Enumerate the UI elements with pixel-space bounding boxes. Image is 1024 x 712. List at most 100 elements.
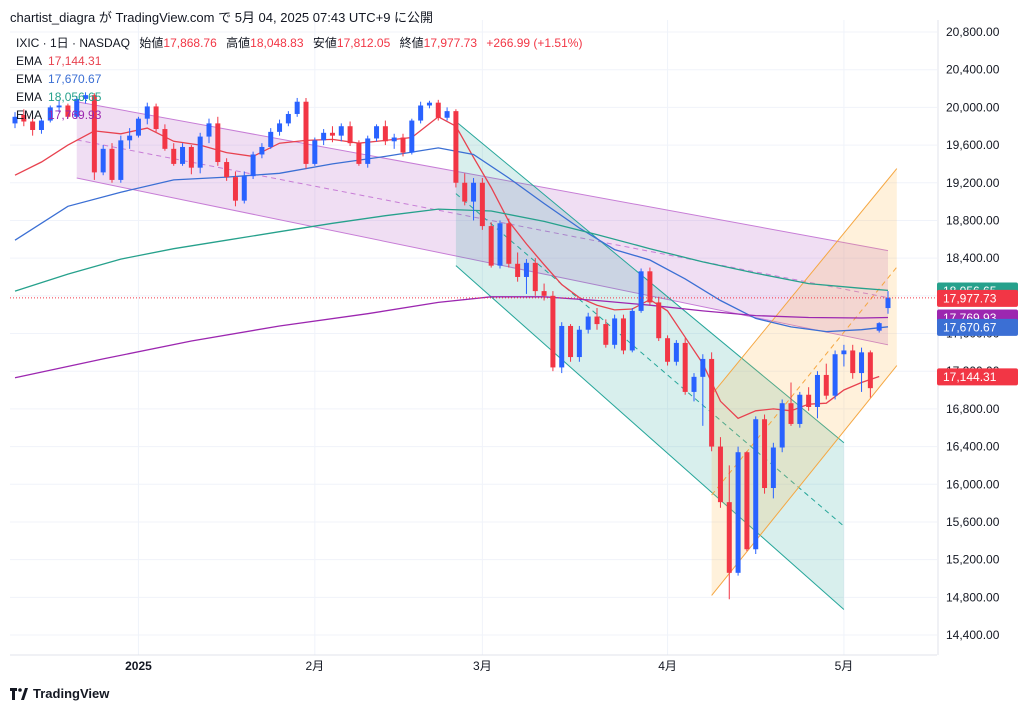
candle-body (206, 123, 212, 137)
candle-body (806, 394, 812, 407)
ema-line (14, 208, 889, 292)
low-label: 安値 (312, 36, 337, 50)
candle-body (127, 135, 133, 141)
candle-body (462, 182, 468, 202)
ema-value: 18,056.65 (48, 90, 102, 104)
candle-body (135, 118, 141, 136)
candle-body (497, 223, 503, 266)
symbol-label[interactable]: IXIC · 1日 · NASDAQ (16, 36, 131, 50)
candle-body (224, 162, 230, 178)
time-tick-label: 2月 (305, 659, 324, 673)
candle-body (409, 120, 415, 153)
candle-body (118, 140, 124, 180)
price-label-badge (937, 318, 1018, 336)
candle-body (471, 182, 477, 202)
candle-body (859, 352, 865, 374)
channel-mid-line (711, 266, 898, 496)
candle-body (779, 403, 785, 448)
candle-body (321, 132, 327, 141)
price-tick-label: 16,400.00 (946, 440, 1000, 454)
candle-body (374, 126, 380, 139)
price-tick-label: 16,000.00 (946, 477, 1000, 491)
price-label-text: 17,977.73 (943, 291, 997, 305)
ema-value: 17,769.93 (48, 108, 102, 122)
price-tick-label: 14,800.00 (946, 590, 1000, 604)
close-value: 17,977.73 (423, 36, 478, 50)
candle-body (338, 126, 344, 136)
candle-body (532, 262, 538, 292)
candle-body (717, 446, 723, 503)
candle-body (665, 338, 671, 362)
publish-header: chartist_diagra が TradingView.com で 5月 0… (10, 10, 434, 25)
price-tick-label: 19,200.00 (946, 176, 1000, 190)
open-label: 始値 (139, 36, 164, 50)
candle-body (435, 102, 441, 118)
candle-body (285, 113, 291, 124)
time-axis[interactable]: 2025 2月 3月 4月 5月 (125, 659, 853, 673)
candle-body (620, 318, 626, 351)
candle-body (541, 291, 547, 296)
time-tick-label: 2025 (125, 659, 152, 673)
candle-body (797, 394, 803, 424)
candle-body (850, 350, 856, 374)
candle-body (700, 358, 706, 377)
candle-body (391, 137, 397, 142)
low-value: 17,812.05 (336, 36, 391, 50)
tradingview-logo-text: TradingView (33, 686, 110, 701)
price-tick-label: 18,400.00 (946, 251, 1000, 265)
candle-body (638, 271, 644, 311)
candle-body (770, 447, 776, 489)
candle-body (153, 106, 159, 130)
ema-legend-row[interactable]: EMA 17,670.67 (16, 70, 582, 88)
candle-body (753, 419, 759, 550)
candle-body (277, 123, 283, 132)
candle-body (735, 452, 741, 573)
candle-body (885, 297, 891, 309)
channel-top-line (76, 101, 889, 252)
candle-body (426, 102, 432, 106)
price-tick-label: 20,400.00 (946, 63, 1000, 77)
price-label-badge (937, 368, 1018, 386)
candle-body (268, 131, 274, 147)
close-label: 終値 (399, 36, 424, 50)
channel-bottom-line (455, 265, 845, 610)
candle-body (603, 324, 609, 345)
price-tick-label: 16,800.00 (946, 402, 1000, 416)
candle-body (559, 325, 565, 368)
candle-body (47, 107, 53, 121)
price-label-text: 17,670.67 (943, 320, 997, 334)
ema-value: 17,670.67 (48, 72, 102, 86)
high-value: 18,048.83 (250, 36, 304, 50)
ema-legend-row[interactable]: EMA 17,144.31 (16, 52, 582, 70)
candle-body (867, 352, 873, 389)
candle-body (38, 120, 44, 130)
candle-body (453, 111, 459, 183)
candle-body (726, 502, 732, 573)
candle-body (197, 136, 203, 168)
candle-body (506, 223, 512, 264)
candle-body (294, 101, 300, 114)
ema-legend-row[interactable]: EMA 17,769.93 (16, 106, 582, 124)
channel-mid-line (76, 139, 889, 299)
ema-legend-row[interactable]: EMA 18,056.65 (16, 88, 582, 106)
time-tick-label: 3月 (473, 659, 492, 673)
tradingview-logo-icon (10, 687, 28, 700)
candle-body (215, 123, 221, 163)
candle-body (144, 106, 150, 119)
candles-group (12, 92, 891, 600)
price-label-text: 17,144.31 (943, 370, 997, 384)
candle-body (56, 105, 62, 108)
tradingview-logo[interactable]: TradingView (10, 686, 109, 701)
candle-body (356, 143, 362, 164)
price-axis[interactable]: 20,800.00 20,400.00 20,000.00 19,600.00 19,2… (937, 25, 1018, 642)
candle-body (347, 126, 353, 144)
candle-body (21, 114, 27, 122)
candle-body (594, 316, 600, 325)
candle-body (365, 138, 371, 164)
candle-body (876, 323, 882, 331)
candle-body (709, 358, 715, 447)
price-tick-label: 14,400.00 (946, 628, 1000, 642)
channel-top-line (711, 168, 898, 396)
candle-body (523, 262, 529, 277)
